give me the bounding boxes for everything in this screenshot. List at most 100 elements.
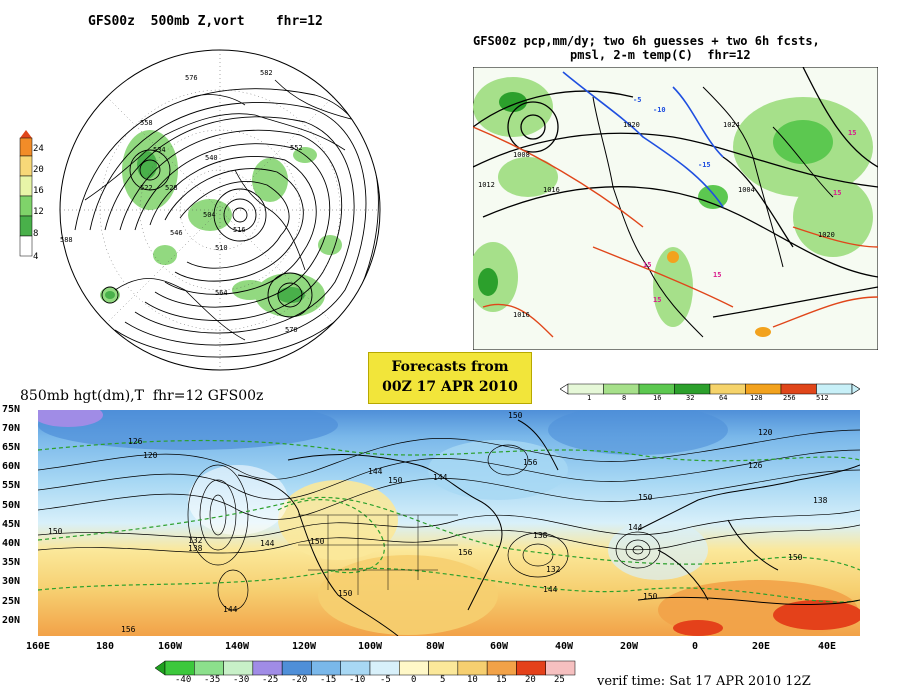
contour-label: 522: [140, 184, 153, 192]
temp-scale-label: 5: [440, 675, 446, 685]
pressure-label: 1020: [818, 231, 835, 239]
lon-label: 80W: [426, 641, 445, 652]
temp-scale-label: -5: [380, 675, 391, 685]
height-label: 144: [368, 467, 383, 476]
precip-colorbar: [560, 383, 860, 395]
polar-scale-12: 12: [33, 207, 44, 217]
coastlines: [237, 419, 860, 636]
precip-panel-title-1: GFS00z pcp,mm/dy; two 6h guesses + two 6…: [473, 34, 820, 48]
height-label: 138: [188, 544, 203, 553]
temp-label: 15: [848, 129, 856, 137]
pressure-label: 1016: [543, 186, 560, 194]
temperature-contours: [473, 126, 878, 338]
polar-scale-24: 24: [33, 144, 44, 154]
height-label: 156: [458, 548, 473, 557]
precip-scale-label: 32: [686, 394, 695, 402]
pressure-label: 1012: [478, 181, 495, 189]
lon-label: 60W: [490, 641, 509, 652]
height-label: 132: [188, 536, 203, 545]
temp-scale-label: -30: [233, 675, 250, 685]
pressure-label: 1016: [513, 311, 530, 319]
map-panel-title: 850mb hgt(dm),T fhr=12 GFS00z: [20, 388, 264, 404]
lat-label: 45N: [2, 519, 21, 530]
temperature-colorbar-swatch: [457, 660, 488, 676]
pressure-label: 1004: [738, 186, 755, 194]
temp-label: 15: [643, 261, 651, 269]
temperature-colorbar-swatch: [164, 660, 195, 676]
temperature-colorbar-swatch: [194, 660, 224, 676]
temp-scale-label: -20: [291, 675, 308, 685]
polar-scale-8: 8: [33, 229, 39, 239]
precip-colorbar-swatch: [780, 383, 817, 395]
height-label: 138: [533, 531, 548, 540]
forecast-banner: Forecasts from 00Z 17 APR 2010: [368, 352, 532, 404]
height-label: 150: [310, 537, 325, 546]
height-label: 144: [433, 473, 448, 482]
lon-label: 20E: [752, 641, 771, 652]
pressure-label: 1024: [723, 121, 740, 129]
temp-scale-label: 10: [467, 675, 478, 685]
lat-label: 25N: [2, 596, 21, 607]
height-label: 132: [546, 565, 561, 574]
lon-label: 20W: [620, 641, 639, 652]
polar-scale-4: 4: [33, 252, 39, 262]
height-label: 156: [121, 625, 136, 634]
lon-label: 100W: [358, 641, 383, 652]
lon-label: 160W: [158, 641, 183, 652]
height-label: 144: [543, 585, 558, 594]
contour-label: 528: [165, 184, 178, 192]
precip-colorbar-swatch: [567, 383, 604, 395]
precip-colorbar-swatch: [638, 383, 675, 395]
precip-scale-label: 16: [653, 394, 662, 402]
temp-label: 15: [833, 189, 841, 197]
contour-label: 588: [60, 236, 73, 244]
height-label: 150: [638, 493, 653, 502]
temp-scale-label: -35: [204, 675, 221, 685]
temperature-colorbar-swatch: [545, 660, 576, 676]
lon-label: 140W: [225, 641, 250, 652]
temp-label: -10: [653, 106, 666, 114]
contour-label: 552: [290, 144, 303, 152]
lat-label: 40N: [2, 538, 21, 549]
precip-scale-label: 1: [587, 394, 592, 402]
temperature-colorbar-swatch: [428, 660, 459, 676]
temperature-colorbar-swatch: [252, 660, 283, 676]
temp-label: -15: [698, 161, 711, 169]
contour-label: 570: [285, 326, 298, 334]
temperature-colorbar: [155, 660, 576, 676]
precip-pmsl-map: 1020 1012 1016 1008 1004 1024 1020 1016 …: [473, 67, 878, 350]
contour-label: 534: [153, 146, 166, 154]
verif-time: verif time: Sat 17 APR 2010 12Z: [597, 674, 811, 689]
precip-scale-labels: 1 8 16 32 64 128 256 512: [560, 394, 860, 406]
contour-label: 540: [205, 154, 218, 162]
temperature-colorbar-swatch: [281, 660, 312, 676]
height-label: 126: [128, 437, 143, 446]
precip-colorbar-swatch: [674, 383, 711, 395]
lat-label: 75N: [2, 404, 21, 415]
height-labels: 150 126 120 144 150 144 156 120 126 138 …: [48, 411, 828, 634]
contour-label: 516: [233, 226, 246, 234]
temperature-colorbar-swatch: [516, 660, 546, 676]
lat-label: 65N: [2, 442, 21, 453]
lat-label: 55N: [2, 480, 21, 491]
temperature-colorbar-swatch: [399, 660, 429, 676]
polar-500mb-map: 576 582 558 534 528 552 522 540 546 504 …: [59, 49, 381, 371]
temp-scale-label: -40: [175, 675, 192, 685]
height-label: 150: [338, 589, 353, 598]
contour-label: 558: [140, 119, 153, 127]
contour-label: 504: [203, 211, 216, 219]
lon-label: 40W: [555, 641, 574, 652]
precip-colorbar-swatch: [745, 383, 782, 395]
polar-scale-20: 20: [33, 165, 44, 175]
temperature-scale-labels: -40 -35 -30 -25 -20 -15 -10 -5 0 5 10 15…: [155, 675, 585, 687]
precip-panel-title-2: pmsl, 2-m temp(C) fhr=12: [570, 48, 751, 62]
height-label: 150: [643, 592, 658, 601]
contour-label: 564: [215, 289, 228, 297]
temperature-colorbar-swatch: [340, 660, 371, 676]
precip-scale-label: 512: [816, 394, 829, 402]
precip-shading: [473, 77, 873, 337]
height-label: 138: [813, 496, 828, 505]
850mb-map: 150 126 120 144 150 144 156 120 126 138 …: [38, 410, 860, 636]
contour-label: 546: [170, 229, 183, 237]
height-label: 144: [223, 605, 238, 614]
